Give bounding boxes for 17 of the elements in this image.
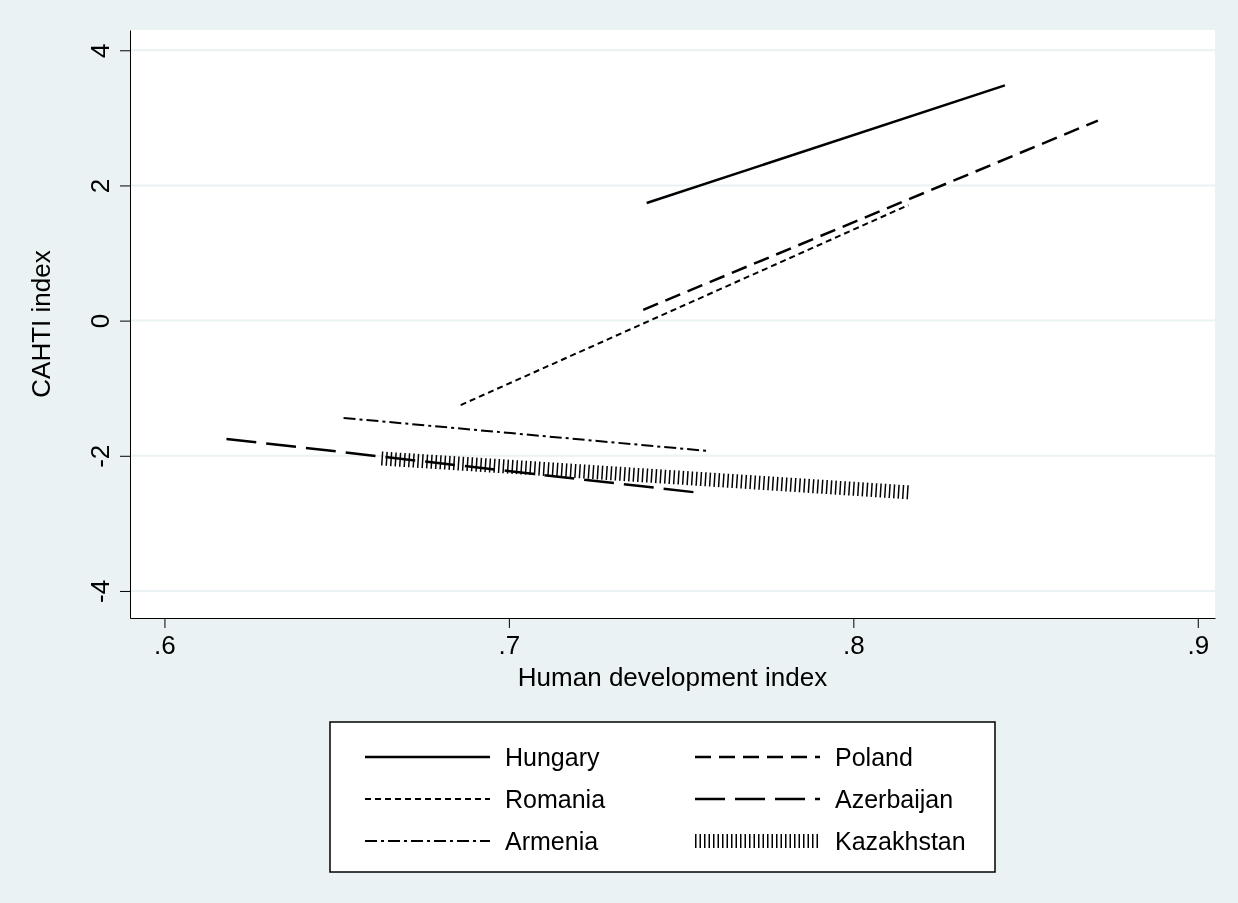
y-tick-label: 2: [85, 178, 116, 194]
x-tick-label: .8: [842, 630, 865, 661]
y-tick-label: 0: [85, 313, 116, 329]
legend-label: Azerbaijan: [835, 784, 954, 813]
y-tick-label: 4: [85, 43, 116, 59]
legend-label: Poland: [835, 742, 913, 771]
legend-label: Armenia: [505, 826, 599, 855]
x-tick-label: .6: [154, 630, 176, 661]
legend-label: Romania: [505, 784, 606, 813]
legend-label: Kazakhstan: [835, 826, 966, 855]
x-tick-label: .9: [1187, 630, 1210, 661]
x-tick-label: .7: [498, 630, 521, 661]
y-tick-label: -4: [85, 579, 116, 604]
y-tick-label: -2: [85, 444, 116, 468]
y-axis-title: CAHTI index: [26, 250, 56, 398]
x-axis-title: Human development index: [517, 662, 828, 692]
legend-label: Hungary: [505, 742, 600, 771]
